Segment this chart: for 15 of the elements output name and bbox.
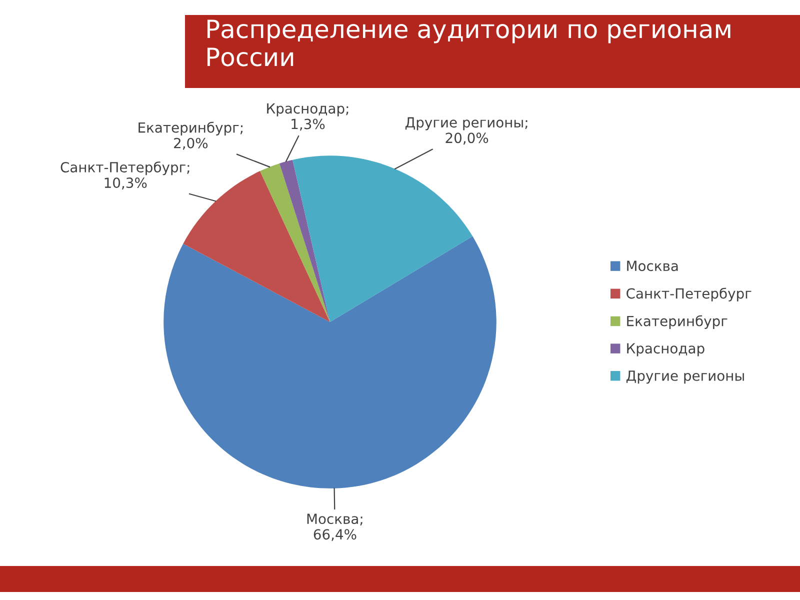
data-label: Москва; 66,4%	[307, 514, 362, 542]
pie-slice	[292, 156, 473, 322]
data-label: Другие регионы; 20,0%	[405, 117, 528, 145]
legend-label: Екатеринбург	[627, 315, 728, 329]
legend-label: Санкт-Петербург	[626, 288, 752, 302]
pie-slice	[260, 163, 330, 322]
pie-slice	[279, 160, 330, 322]
data-label: Краснодар; 1,3%	[267, 103, 348, 131]
chart-title: Распределение аудитории по регионам России	[207, 20, 730, 66]
data-label: Санкт-Петербург; 10,3%	[60, 161, 190, 190]
legend-label: Москва	[627, 260, 678, 272]
data-label: Екатеринбург; 2,0%	[138, 122, 242, 150]
legend-label: Краснодар	[627, 343, 704, 356]
legend-label: Другие регионы	[626, 370, 744, 384]
pie-slice	[164, 236, 496, 488]
